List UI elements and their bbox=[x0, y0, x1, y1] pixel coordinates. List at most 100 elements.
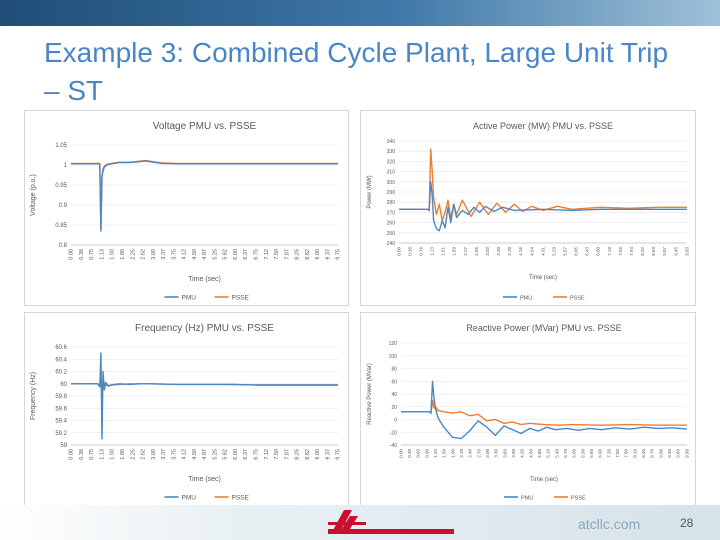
x-tick-label: 1.89 bbox=[452, 247, 457, 256]
series-line-psse bbox=[399, 148, 687, 222]
x-tick-label: 3.75 bbox=[171, 249, 177, 260]
x-tick-label: 1.13 bbox=[430, 247, 435, 256]
y-tick-label: 59.8 bbox=[55, 394, 67, 400]
y-tick-label: 310 bbox=[387, 170, 396, 176]
x-tick-label: 8.40 bbox=[641, 449, 646, 458]
y-axis-label: Frequency (Hz) bbox=[30, 372, 37, 420]
x-tick-label: 2.40 bbox=[468, 449, 473, 458]
y-tick-label: 250 bbox=[387, 231, 396, 237]
x-tick-label: 9.00 bbox=[658, 449, 663, 458]
x-tick-label: 7.18 bbox=[607, 247, 612, 256]
x-tick-label: 9.37 bbox=[325, 449, 331, 460]
y-tick-label: 0.85 bbox=[55, 223, 67, 229]
x-tick-label: 6.90 bbox=[598, 449, 603, 458]
x-axis-label: Time (sec) bbox=[529, 275, 557, 281]
y-tick-label: 280 bbox=[387, 200, 396, 206]
legend-label-pmu: PMU bbox=[520, 296, 532, 302]
x-tick-label: 6.80 bbox=[596, 247, 601, 256]
x-tick-label: 3.78 bbox=[507, 247, 512, 256]
x-tick-label: 0.76 bbox=[419, 247, 424, 256]
x-tick-label: 9.00 bbox=[315, 249, 321, 260]
x-tick-label: 8.70 bbox=[650, 449, 655, 458]
x-tick-label: 4.54 bbox=[529, 247, 534, 256]
y-tick-label: 290 bbox=[387, 190, 396, 196]
x-tick-label: 0.00 bbox=[396, 247, 401, 256]
x-tick-label: 9.83 bbox=[684, 247, 689, 256]
x-tick-label: 5.40 bbox=[554, 449, 559, 458]
series-line-pmu bbox=[71, 352, 338, 440]
x-tick-label: 5.62 bbox=[223, 449, 229, 460]
x-tick-label: 0.75 bbox=[89, 449, 95, 460]
x-tick-label: 3.37 bbox=[161, 249, 167, 260]
x-tick-label: 7.87 bbox=[284, 449, 290, 460]
y-tick-label: 320 bbox=[387, 159, 396, 165]
x-tick-label: 6.75 bbox=[253, 249, 259, 260]
x-tick-label: 4.87 bbox=[202, 249, 208, 260]
frequency-chart: Frequency (Hz) PMU vs. PSSE 60.6 60.4 60.2 6… bbox=[24, 312, 349, 506]
x-tick-label: 1.88 bbox=[120, 249, 126, 260]
x-tick-label: 2.62 bbox=[141, 249, 147, 260]
x-tick-label: 0.75 bbox=[89, 249, 95, 260]
x-tick-label: 7.56 bbox=[618, 247, 623, 256]
active-power-chart: Active Power (MW) PMU vs. PSSE 340 330 320 3… bbox=[360, 110, 696, 306]
x-tick-label: 7.87 bbox=[284, 249, 290, 260]
y-tick-label: 60 bbox=[60, 382, 67, 388]
x-tick-label: 9.37 bbox=[325, 249, 331, 260]
y-tick-label: 120 bbox=[389, 341, 398, 347]
legend-label-psse: PSSE bbox=[232, 295, 250, 302]
x-tick-label: 7.50 bbox=[615, 449, 620, 458]
chart-title: Active Power (MW) PMU vs. PSSE bbox=[473, 121, 613, 131]
y-tick-label: 1 bbox=[64, 163, 68, 169]
x-tick-label: 4.20 bbox=[520, 449, 525, 458]
y-tick-label: 240 bbox=[387, 241, 396, 247]
x-tick-label: 9.75 bbox=[336, 249, 342, 260]
x-tick-label: 9.90 bbox=[684, 449, 689, 458]
y-tick-label: 59.2 bbox=[55, 431, 67, 437]
x-tick-label: 6.37 bbox=[243, 449, 249, 460]
x-axis-label: Time (sec) bbox=[188, 276, 221, 283]
x-tick-label: 1.20 bbox=[433, 449, 438, 458]
series-line-psse bbox=[71, 375, 338, 397]
x-tick-label: 8.62 bbox=[305, 449, 311, 460]
x-tick-label: 1.51 bbox=[441, 247, 446, 256]
x-tick-label: 2.27 bbox=[463, 247, 468, 256]
x-tick-label: 0.00 bbox=[398, 449, 403, 458]
x-tick-label: 5.70 bbox=[563, 449, 568, 458]
x-tick-label: 4.50 bbox=[528, 449, 533, 458]
x-tick-label: 8.69 bbox=[651, 247, 656, 256]
y-tick-label: 60 bbox=[391, 379, 397, 385]
x-tick-label: 9.00 bbox=[315, 449, 321, 460]
company-logo bbox=[328, 510, 454, 534]
reactive-power-chart: Reactive Power (MVar) PMU vs. PSSE 120 100… bbox=[360, 312, 696, 506]
x-tick-label: 5.29 bbox=[551, 247, 556, 256]
slide-header-bar bbox=[0, 0, 720, 26]
x-tick-label: 5.10 bbox=[546, 449, 551, 458]
x-tick-label: 2.62 bbox=[141, 449, 147, 460]
website-url: atcllc.com bbox=[578, 516, 641, 532]
x-tick-label: 4.91 bbox=[540, 247, 545, 256]
x-tick-label: 1.88 bbox=[120, 449, 126, 460]
legend-label-psse: PSSE bbox=[570, 296, 585, 302]
x-tick-label: 7.12 bbox=[264, 249, 270, 260]
x-tick-label: 6.37 bbox=[243, 249, 249, 260]
x-tick-label: 3.30 bbox=[494, 449, 499, 458]
x-tick-label: 9.07 bbox=[662, 247, 667, 256]
x-tick-label: 3.37 bbox=[161, 449, 167, 460]
chart-title: Voltage PMU vs. PSSE bbox=[153, 121, 257, 132]
x-tick-label: 0.60 bbox=[416, 449, 421, 458]
x-tick-label: 3.40 bbox=[496, 247, 501, 256]
x-tick-label: 8.25 bbox=[295, 249, 301, 260]
x-tick-label: 1.13 bbox=[99, 249, 105, 260]
x-tick-label: 8.62 bbox=[305, 249, 311, 260]
x-tick-label: 3.90 bbox=[511, 449, 516, 458]
y-tick-label: 1.05 bbox=[55, 143, 67, 149]
x-tick-label: 7.50 bbox=[274, 449, 280, 460]
x-tick-label: 4.50 bbox=[192, 449, 198, 460]
x-tick-label: 6.05 bbox=[574, 247, 579, 256]
x-tick-label: 7.12 bbox=[264, 449, 270, 460]
x-tick-label: 7.50 bbox=[274, 249, 280, 260]
x-tick-label: 0.90 bbox=[424, 449, 429, 458]
x-tick-label: 7.20 bbox=[606, 449, 611, 458]
x-tick-label: 8.10 bbox=[632, 449, 637, 458]
x-tick-label: 6.60 bbox=[589, 449, 594, 458]
